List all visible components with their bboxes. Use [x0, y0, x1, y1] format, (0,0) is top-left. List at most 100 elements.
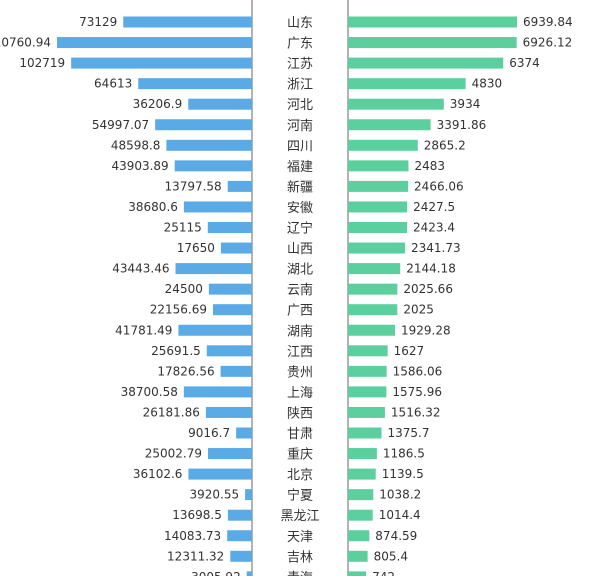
category-label: 贵州 [287, 365, 313, 380]
right-value-label: 1627 [394, 344, 425, 358]
right-value-label: 2025.66 [403, 282, 453, 296]
left-bar [205, 406, 252, 418]
right-value-label: 2341.73 [411, 241, 461, 255]
right-value-label: 1014.4 [379, 508, 421, 522]
left-bar [212, 304, 252, 316]
right-bar [348, 283, 398, 295]
left-bar [123, 16, 252, 28]
right-bar [348, 57, 504, 69]
right-value-label: 6926.12 [523, 36, 573, 50]
left-value-label: 54997.07 [92, 118, 149, 132]
right-value-label: 4830 [472, 77, 503, 91]
left-value-label: 25691.5 [151, 344, 201, 358]
right-value-label: 2483 [414, 159, 445, 173]
category-label: 辽宁 [287, 221, 313, 237]
right-bar [348, 304, 398, 316]
category-label: 湖北 [287, 263, 313, 278]
left-value-label: 25115 [164, 221, 202, 235]
left-bar [208, 283, 252, 295]
left-value-label: 25002.79 [145, 447, 202, 461]
left-value-label: 9016.7 [188, 426, 230, 440]
right-value-label: 1516.32 [391, 405, 441, 419]
left-value-label: 43443.46 [112, 262, 169, 276]
left-bar [183, 386, 252, 398]
left-bar [236, 427, 252, 439]
right-bar [348, 489, 374, 501]
category-label: 陕西 [287, 406, 313, 421]
left-value-label: 36102.6 [133, 467, 183, 481]
right-bar [348, 201, 408, 213]
left-bar [166, 139, 252, 151]
category-label: 山东 [287, 16, 313, 31]
right-bar [348, 139, 418, 151]
left-bar [220, 242, 252, 254]
category-label: 江西 [287, 345, 313, 360]
left-bar [227, 509, 252, 521]
left-value-label: 73129 [79, 15, 117, 29]
right-bar [348, 222, 408, 233]
category-label: 河南 [287, 118, 313, 134]
right-bar [348, 180, 409, 192]
right-value-label: 742 [372, 570, 395, 576]
right-value-label: 1038.2 [379, 488, 421, 502]
right-bar [348, 78, 466, 90]
left-value-label: 38700.58 [121, 385, 178, 399]
right-value-label: 805.4 [374, 549, 408, 563]
category-label: 黑龙江 [280, 509, 319, 524]
left-bar [230, 550, 252, 562]
right-bar [348, 242, 406, 254]
left-value-label: 102719 [19, 56, 65, 70]
category-label: 浙江 [287, 78, 313, 93]
left-bar [245, 489, 252, 501]
left-value-label: 41781.49 [115, 323, 172, 337]
left-value-label: 110760.94 [0, 36, 51, 50]
right-value-label: 1575.96 [392, 385, 442, 399]
left-bar [71, 57, 252, 69]
right-bar [348, 386, 387, 398]
left-value-label: 17826.56 [157, 364, 214, 378]
category-label: 上海 [287, 386, 313, 401]
left-bar [57, 37, 252, 49]
left-value-label: 13698.5 [172, 508, 222, 522]
left-bar [188, 468, 252, 480]
category-label: 广西 [287, 304, 313, 319]
category-label: 吉林 [287, 550, 313, 565]
category-label: 江苏 [287, 56, 313, 72]
right-value-label: 2423.4 [413, 221, 455, 235]
category-label: 山西 [287, 242, 313, 257]
right-value-label: 2466.06 [414, 179, 464, 193]
right-bar [348, 16, 517, 28]
right-value-label: 874.59 [375, 529, 417, 543]
left-value-label: 12311.32 [167, 549, 224, 563]
left-value-label: 13797.58 [164, 179, 221, 193]
left-bar [155, 119, 252, 131]
left-value-label: 38680.6 [128, 200, 178, 214]
left-bar [246, 571, 252, 576]
right-bar [348, 427, 382, 439]
category-label: 广东 [287, 37, 313, 52]
right-value-label: 2144.18 [406, 262, 456, 276]
category-label: 新疆 [287, 179, 313, 195]
right-bar [348, 324, 395, 336]
left-bar [207, 222, 252, 233]
right-value-label: 6374 [509, 56, 540, 70]
right-value-label: 6939.84 [523, 15, 573, 29]
category-label: 天津 [287, 530, 313, 545]
category-label: 河北 [287, 98, 313, 113]
right-bar [348, 345, 388, 357]
left-bar [220, 365, 252, 377]
left-value-label: 3005.92 [191, 570, 241, 576]
right-value-label: 2865.2 [424, 138, 466, 152]
right-value-label: 1586.06 [393, 364, 443, 378]
left-bar [183, 201, 252, 213]
left-bar [206, 345, 252, 357]
left-bar [227, 180, 252, 192]
right-bar [348, 365, 387, 377]
left-value-label: 36206.9 [133, 97, 183, 111]
right-bar [348, 571, 367, 576]
right-bar [348, 37, 517, 49]
left-bar [138, 78, 252, 90]
category-label: 甘肃 [287, 427, 313, 442]
left-value-label: 64613 [94, 77, 132, 91]
